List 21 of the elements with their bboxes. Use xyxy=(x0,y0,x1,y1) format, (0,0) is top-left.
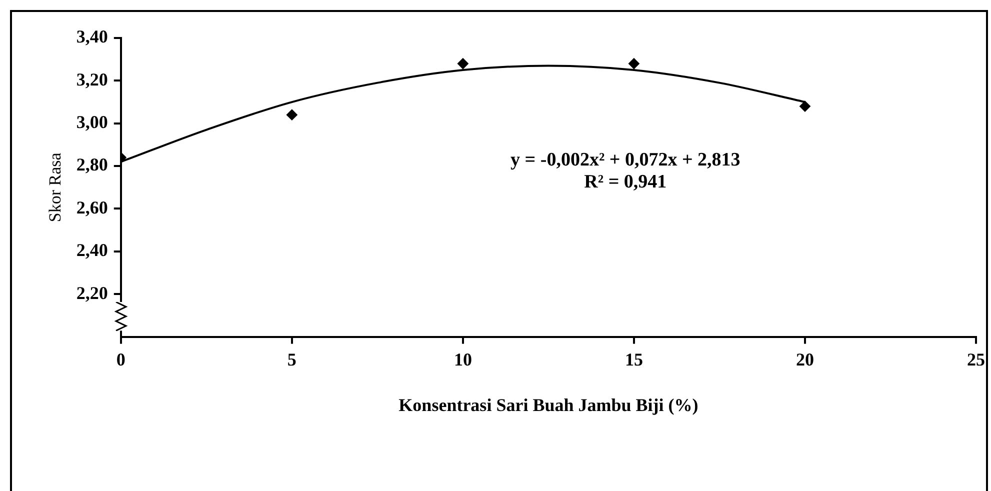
x-tick-label: 15 xyxy=(624,349,643,370)
y-axis-title: Skor Rasa xyxy=(46,152,65,222)
point xyxy=(286,109,298,120)
y-tick-label: 3,20 xyxy=(76,69,108,90)
annotation: R² = 0,941 xyxy=(584,171,667,192)
x-axis-title: Konsentrasi Sari Buah Jambu Biji (%) xyxy=(398,394,698,415)
point xyxy=(628,58,640,70)
y-tick-label: 2,20 xyxy=(76,282,108,303)
y-tick-label: 2,80 xyxy=(76,154,108,175)
point xyxy=(799,100,810,112)
y-tick-label: 2,60 xyxy=(76,197,108,218)
annotation: y = -0,002x² + 0,072x + 2,813 xyxy=(510,149,740,170)
x-tick-label: 0 xyxy=(116,349,126,370)
y-tick-label: 2,40 xyxy=(76,240,108,260)
x-tick-label: 20 xyxy=(796,349,814,370)
y-tick-label: 3,00 xyxy=(76,112,108,132)
x-tick-label: 10 xyxy=(454,349,472,370)
x-tick-label: 25 xyxy=(967,349,985,370)
y-tick-label: 3,40 xyxy=(76,26,108,47)
point xyxy=(457,58,468,70)
x-tick-label: 5 xyxy=(287,349,296,370)
